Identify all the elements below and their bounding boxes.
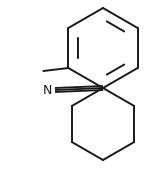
Text: N: N bbox=[43, 83, 52, 97]
